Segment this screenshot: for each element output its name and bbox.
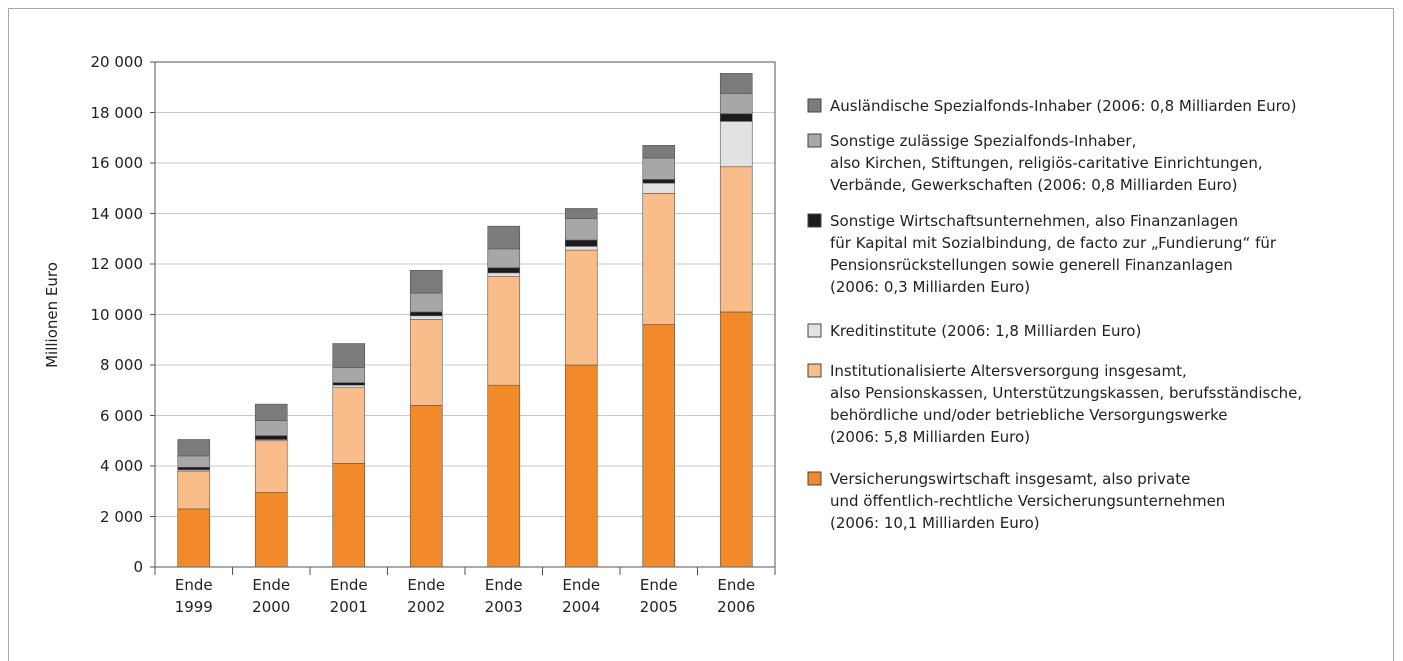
y-axis-label: Millionen Euro [43,262,61,368]
y-tick-label: 18 000 [90,103,144,122]
bar-segment [332,382,366,386]
bar-segment [332,384,366,389]
bar-segment [254,440,288,493]
y-tick-label: 12 000 [90,255,144,273]
bar-segment [409,292,443,313]
x-tick-label: Ende 2000 [252,576,291,616]
bar-segment [332,387,366,464]
bar-segment [254,420,288,436]
bar-segment [487,276,521,386]
bar-segment [409,311,443,317]
legend-swatch [807,213,822,228]
y-tick-label: 6 000 [100,406,143,425]
bar-segment [719,121,753,168]
frame [8,8,1394,661]
bar-segment [719,311,753,568]
x-tick-label: Ende 2003 [484,576,523,616]
bar-segment [409,319,443,406]
legend-label: Sonstige zulässige Spezialfonds-Inhaber,… [830,132,1263,194]
bar-segment [642,324,676,568]
bar-segment [719,93,753,115]
y-tick-label: 8 000 [100,356,143,374]
legend-swatch [807,98,822,113]
y-tick-label: 0 [133,558,143,576]
bar-segment [564,208,598,219]
bar-segment [332,343,366,368]
legend-swatch [807,133,822,148]
x-tick-label: Ende 2005 [639,576,678,616]
bar-segment [719,166,753,313]
bar-segment [642,179,676,184]
bar-segment [487,248,521,269]
bar-segment [564,218,598,241]
legend-label: Institutionalisierte Altersversorgung in… [830,362,1303,446]
bar-segment [487,272,521,277]
y-tick-label: 10 000 [90,305,144,324]
bar-segment [177,508,211,568]
x-tick-label: Ende 2004 [562,576,601,616]
bar-segment [254,492,288,568]
y-tick-label: 20 000 [90,53,144,71]
bar-segment [642,157,676,180]
x-tick-label: Ende 2006 [717,576,756,616]
legend-swatch [807,471,822,486]
bar-segment [177,466,211,471]
bar-segment [177,470,211,510]
bar-segment [177,439,211,457]
legend-swatch [807,323,822,338]
bar-segment [409,405,443,568]
bar-segment [642,145,676,159]
y-tick-label: 16 000 [90,154,144,172]
legend-label: Ausländische Spezialfonds-Inhaber (2006:… [830,97,1297,115]
legend-label: Sonstige Wirtschaftsunternehmen, also Fi… [830,212,1277,296]
bar-segment [564,249,598,366]
x-tick-label: Ende 1999 [174,576,213,616]
bar-segment [487,384,521,568]
x-tick-label: Ende 2001 [329,576,368,616]
bar-segment [487,267,521,274]
bar-segment [719,113,753,122]
y-tick-label: 2 000 [100,507,143,526]
bar-segment [564,364,598,568]
bar-segment [487,225,521,250]
legend-swatch [807,363,822,378]
bar-segment [332,367,366,383]
bar-segment [409,315,443,320]
bar-segment [254,403,288,421]
x-tick-label: Ende 2002 [407,576,446,616]
bar-segment [719,73,753,94]
legend-label: Versicherungswirtschaft insgesamt, also … [830,470,1226,532]
bar-segment [564,246,598,251]
bar-segment [332,463,366,568]
bar-segment [564,239,598,247]
y-tick-label: 4 000 [100,457,143,475]
bar-segment [254,435,288,440]
y-tick-label: 14 000 [90,204,144,223]
bar-segment [642,193,676,325]
legend-label: Kreditinstitute (2006: 1,8 Milliarden Eu… [830,322,1142,340]
bar-segment [177,455,211,468]
bar-segment [409,270,443,294]
bar-segment [642,182,676,194]
